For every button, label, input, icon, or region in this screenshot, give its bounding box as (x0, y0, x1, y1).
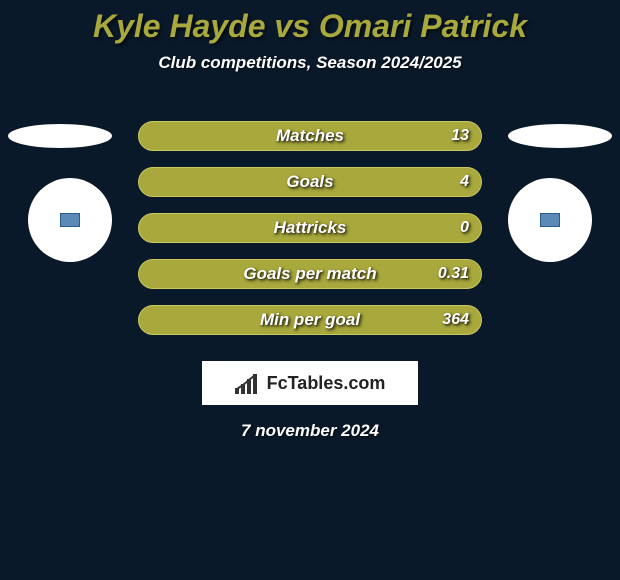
stat-bar: Goals per match 0.31 (138, 259, 482, 289)
stat-label: Min per goal (260, 310, 360, 330)
stat-value: 0 (460, 219, 469, 237)
stat-value: 0.31 (438, 265, 469, 283)
date-text: 7 november 2024 (0, 421, 620, 441)
signal-bars-icon (235, 372, 261, 394)
brand-text: FcTables.com (267, 373, 386, 394)
stat-value: 4 (460, 173, 469, 191)
stats-area: Matches 13 Goals 4 Hattricks 0 Goals per… (0, 113, 620, 343)
stat-bar: Goals 4 (138, 167, 482, 197)
stat-label: Goals per match (243, 264, 376, 284)
stat-value: 13 (451, 127, 469, 145)
stat-row: Matches 13 (0, 113, 620, 159)
brand-link[interactable]: FcTables.com (202, 361, 418, 405)
stat-bar: Matches 13 (138, 121, 482, 151)
stat-row: Hattricks 0 (0, 205, 620, 251)
stat-label: Goals (286, 172, 333, 192)
stat-value: 364 (442, 311, 469, 329)
stat-label: Matches (276, 126, 344, 146)
stat-row: Min per goal 364 (0, 297, 620, 343)
stat-row: Goals per match 0.31 (0, 251, 620, 297)
stat-bar: Min per goal 364 (138, 305, 482, 335)
stat-label: Hattricks (274, 218, 347, 238)
page-title: Kyle Hayde vs Omari Patrick (0, 0, 620, 45)
stat-bar: Hattricks 0 (138, 213, 482, 243)
stat-row: Goals 4 (0, 159, 620, 205)
subtitle: Club competitions, Season 2024/2025 (0, 53, 620, 73)
